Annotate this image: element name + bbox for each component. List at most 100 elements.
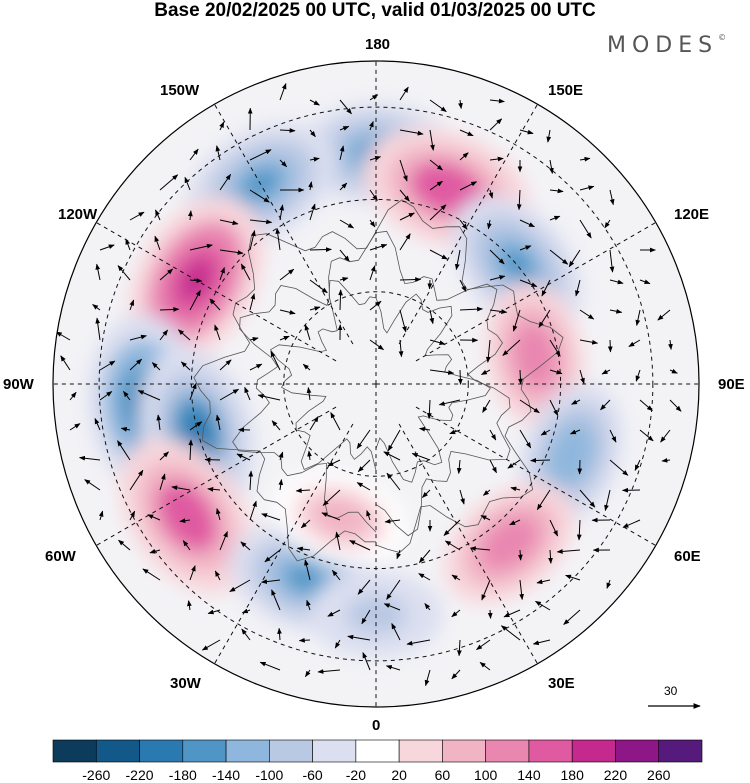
wind-vector-icon	[571, 399, 581, 405]
wind-vector-icon	[177, 329, 191, 341]
wind-vector-icon	[207, 609, 221, 615]
wind-vector-icon	[421, 489, 431, 498]
wind-vector-icon	[302, 363, 311, 371]
wind-vector-icon	[219, 219, 239, 226]
map-title: Base 20/02/2025 00 UTC, valid 01/03/2025…	[154, 0, 596, 21]
wind-vector-icon	[147, 514, 161, 521]
wind-vector-icon	[369, 120, 374, 131]
wind-vector-icon	[546, 129, 552, 143]
lon-label-60e: 60E	[674, 548, 701, 565]
wind-vector-icon	[69, 391, 77, 401]
wind-vector-icon	[187, 210, 193, 221]
wind-vector-icon	[459, 279, 467, 293]
wind-vector-icon	[317, 669, 341, 674]
wind-vector-icon	[248, 470, 254, 491]
wind-vector-icon	[94, 417, 101, 431]
wind-vector-icon	[142, 568, 161, 581]
wind-vector-icon	[159, 329, 168, 341]
wind-vector-icon	[369, 339, 384, 351]
wind-vector-icon	[579, 489, 596, 508]
wind-vector-icon	[479, 662, 491, 671]
wind-vector-icon	[661, 457, 671, 463]
wind-vector-icon	[277, 627, 282, 641]
meridian-line	[214, 104, 354, 345]
wind-vector-icon	[482, 489, 491, 496]
wind-vector-icon	[668, 339, 673, 350]
lon-label-150e: 150E	[548, 82, 584, 99]
wind-vector-icon	[95, 317, 101, 341]
wind-vector-icon	[459, 129, 474, 137]
wind-vector-icon	[244, 386, 251, 401]
wind-vector-icon	[219, 388, 240, 401]
wind-vector-icon	[249, 336, 259, 342]
wind-vector-icon	[568, 249, 581, 268]
wind-vector-icon	[330, 411, 341, 431]
meridian-line	[96, 222, 337, 362]
colorbar-segment	[52, 739, 97, 763]
wind-vector-icon	[159, 307, 180, 312]
wind-vector-icon	[418, 573, 431, 581]
wind-vector-icon	[607, 339, 613, 353]
colorbar-segment	[615, 739, 660, 763]
wind-vector-icon	[339, 125, 350, 131]
lon-label-30e: 30E	[548, 675, 575, 692]
wind-vector-icon	[369, 265, 376, 281]
wind-vector-icon	[489, 156, 504, 162]
wind-vector-icon	[339, 145, 345, 161]
wind-vector-icon	[249, 189, 270, 203]
lon-label-90e: 90E	[718, 376, 745, 393]
copyright-mark: ©	[718, 33, 727, 42]
wind-vector-icon	[129, 510, 136, 521]
colorbar-tick-label: 20	[391, 767, 407, 783]
wind-vector-icon	[95, 263, 101, 281]
wind-vector-icon	[622, 519, 641, 528]
wind-vector-icon	[639, 429, 654, 442]
wind-vector-icon	[579, 156, 591, 162]
wind-vector-icon	[424, 603, 431, 611]
wind-vector-icon	[349, 540, 371, 551]
wind-vector-icon	[182, 540, 191, 551]
colorbar-segment	[485, 739, 530, 763]
wind-vector-icon	[459, 219, 468, 230]
wind-vector-icon	[339, 182, 348, 191]
wind-vector-icon	[519, 279, 538, 287]
wind-vector-icon	[635, 309, 641, 326]
wind-vector-icon	[79, 455, 101, 461]
wind-vector-icon	[309, 306, 321, 311]
wind-vector-icon	[362, 652, 371, 671]
wind-vector-icon	[669, 399, 682, 412]
wind-vector-icon	[451, 669, 461, 680]
wind-vector-icon	[657, 309, 671, 321]
wind-vector-icon	[429, 180, 443, 191]
wind-vector-icon	[261, 579, 281, 584]
lon-label-120w: 120W	[58, 206, 98, 223]
wind-vector-icon	[429, 309, 435, 325]
wind-vector-icon	[159, 268, 174, 281]
wind-vector-icon	[189, 565, 196, 581]
wind-vector-icon	[427, 279, 433, 290]
colorbar-segment	[182, 739, 227, 763]
wind-vector-icon	[309, 129, 316, 138]
lon-label-150w: 150W	[160, 82, 200, 99]
wind-vector-icon	[556, 549, 581, 554]
wind-vector-icon	[356, 429, 371, 449]
wind-vector-icon	[189, 382, 197, 401]
wind-vector-icon	[125, 238, 131, 251]
latitude-circle	[283, 291, 469, 477]
wind-vector-icon	[332, 569, 341, 581]
wind-vector-icon	[219, 173, 232, 191]
wind-vector-icon	[609, 189, 615, 206]
wind-vector-icon	[660, 429, 671, 443]
wind-vector-icon	[259, 661, 281, 671]
wind-vector-icon	[189, 289, 201, 311]
wind-vector-icon	[459, 489, 465, 505]
wind-vector-icon	[609, 249, 615, 273]
wind-vector-icon	[309, 279, 328, 294]
anomaly-blob	[286, 565, 324, 593]
wind-vector-icon	[385, 665, 401, 671]
wind-vector-icon	[579, 309, 595, 320]
wind-vector-icon	[309, 247, 332, 252]
wind-vector-icon	[458, 99, 463, 110]
wind-vector-icon	[489, 309, 508, 314]
colorbar-tick-label: -220	[125, 767, 154, 783]
